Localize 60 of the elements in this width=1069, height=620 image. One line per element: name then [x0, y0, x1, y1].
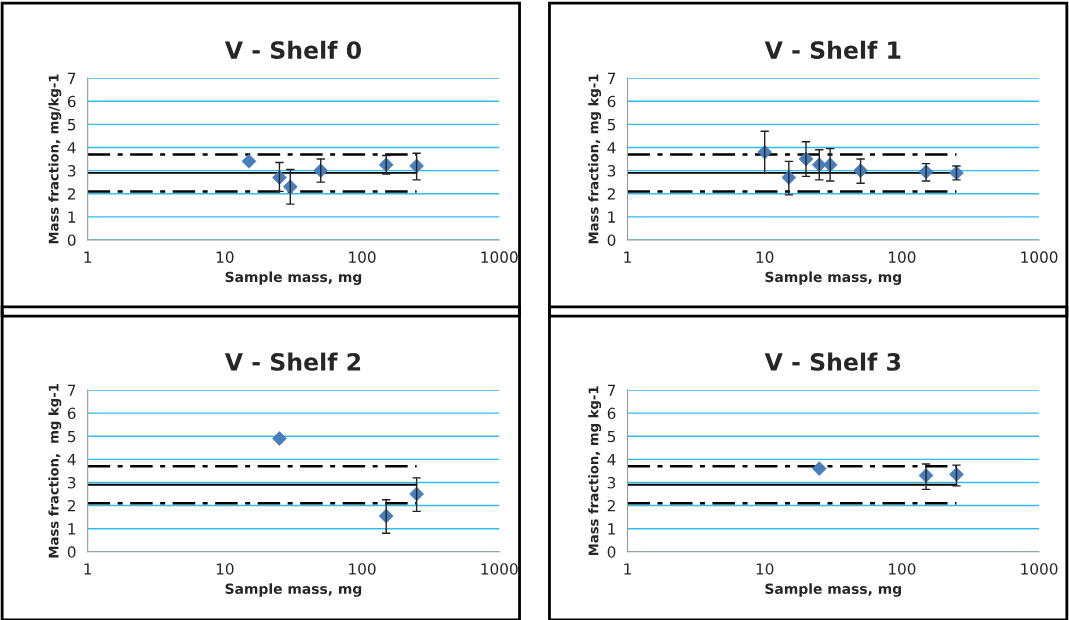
- y-tick-label: 5: [607, 430, 616, 443]
- x-axis-title: Sample mass, mg: [765, 271, 901, 285]
- y-tick-label: 3: [67, 165, 76, 177]
- x-tick-label: 1000: [1021, 563, 1058, 575]
- y-tick-label: 4: [607, 142, 616, 154]
- x-tick-label: 1000: [1021, 251, 1058, 263]
- y-tick-label: 2: [607, 500, 615, 512]
- y-tick-label: 7: [607, 72, 616, 84]
- y-tick-label: 6: [67, 95, 76, 108]
- y-tick-label: 1: [68, 523, 76, 535]
- y-tick-label: 2: [67, 500, 76, 512]
- y-tick-label: 3: [607, 476, 616, 489]
- y-tick-label: 6: [67, 407, 76, 420]
- y-tick-label: 7: [607, 384, 616, 396]
- y-axis-title: Mass fraction, mg/kg-1: [48, 74, 62, 244]
- y-tick-label: 5: [607, 119, 616, 131]
- y-tick-label: 7: [68, 72, 76, 84]
- y-tick-label: 1: [68, 211, 76, 223]
- y-tick-label: 1: [608, 523, 615, 535]
- y-axis-title: Mass fraction, mg kg-1: [588, 386, 602, 556]
- x-tick-label: 1: [624, 251, 631, 263]
- x-tick-label: 1: [84, 251, 92, 263]
- x-tick-label: 100: [349, 251, 376, 263]
- x-axis-title: Sample mass, mg: [765, 583, 901, 597]
- x-tick-label: 100: [888, 563, 916, 575]
- x-tick-label: 1: [84, 563, 92, 575]
- y-tick-label: 6: [607, 407, 616, 420]
- y-tick-label: 1: [608, 211, 615, 223]
- y-tick-label: 2: [67, 188, 76, 200]
- x-tick-label: 10: [756, 251, 774, 263]
- y-tick-label: 0: [607, 234, 616, 246]
- x-tick-label: 100: [888, 251, 916, 263]
- y-tick-label: 4: [607, 454, 616, 466]
- y-tick-label: 7: [68, 384, 76, 396]
- y-tick-label: 5: [68, 430, 76, 443]
- y-tick-label: 4: [67, 142, 76, 154]
- x-tick-label: 10: [216, 563, 234, 575]
- x-tick-label: 1000: [481, 251, 518, 263]
- y-tick-label: 3: [67, 476, 76, 489]
- y-tick-label: 6: [607, 95, 616, 108]
- x-tick-label: 1000: [481, 563, 518, 575]
- chart-title: V - Shelf 0: [224, 40, 361, 60]
- x-tick-label: 1: [624, 563, 631, 575]
- y-axis-title: Mass fraction, mg kg-1: [588, 74, 602, 244]
- y-tick-label: 3: [607, 165, 616, 177]
- chart-title: V - Shelf 3: [764, 352, 901, 371]
- x-tick-label: 100: [349, 563, 376, 575]
- y-tick-label: 2: [607, 188, 615, 200]
- x-axis-title: Sample mass, mg: [225, 271, 362, 285]
- y-axis-title: Mass fraction, mg kg-1: [48, 384, 62, 558]
- y-tick-label: 0: [67, 234, 76, 246]
- x-axis-title: Sample mass, mg: [225, 583, 362, 597]
- chart-title: V - Shelf 1: [764, 40, 901, 60]
- x-tick-label: 10: [756, 563, 774, 575]
- y-tick-label: 0: [67, 546, 76, 558]
- chart-title: V - Shelf 2: [224, 352, 361, 371]
- y-tick-label: 5: [68, 119, 76, 131]
- y-tick-label: 4: [67, 454, 76, 466]
- y-tick-label: 0: [607, 546, 616, 558]
- x-tick-label: 10: [216, 251, 234, 263]
